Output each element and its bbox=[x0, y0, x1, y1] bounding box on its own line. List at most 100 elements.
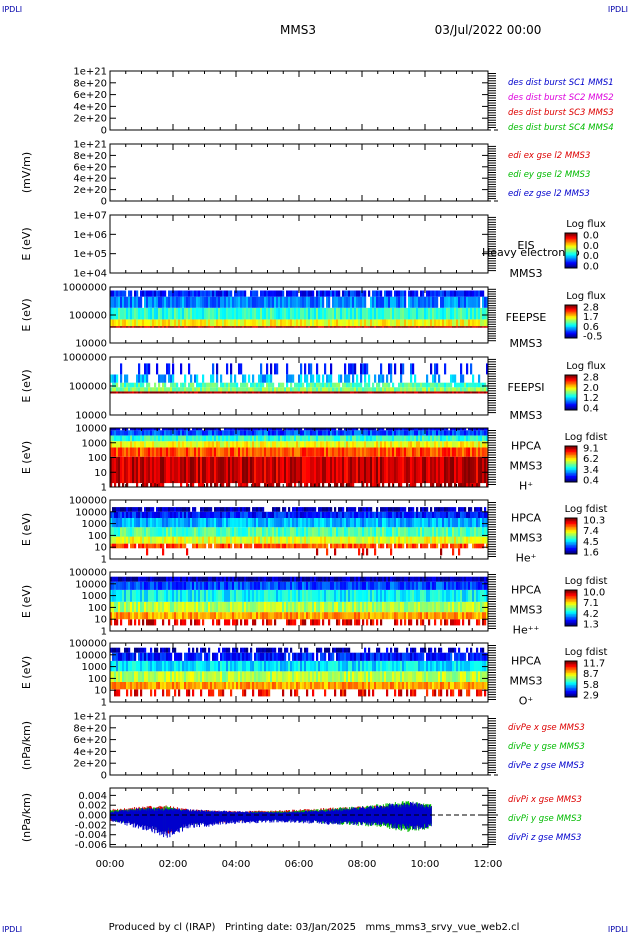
spectrogram-cell bbox=[252, 290, 255, 297]
spectrogram-cell bbox=[420, 319, 423, 327]
spectrogram-cell bbox=[340, 507, 343, 512]
spectrogram-cell bbox=[166, 428, 169, 431]
spectrogram-cell bbox=[384, 326, 387, 328]
spectrogram-cell bbox=[160, 374, 163, 383]
spectrogram-cell bbox=[196, 387, 199, 392]
spectrogram-cell bbox=[288, 428, 291, 431]
spectrogram-cell bbox=[344, 296, 347, 308]
spectrogram-cell bbox=[118, 307, 121, 320]
spectrogram-cell bbox=[352, 326, 355, 328]
spectrogram-cell bbox=[454, 374, 457, 383]
spectrogram-cell bbox=[168, 435, 171, 442]
spectrogram-cell bbox=[268, 456, 271, 484]
spectrogram-cell bbox=[200, 518, 203, 528]
spectrogram-cell bbox=[350, 382, 353, 388]
spectrogram-cell bbox=[366, 319, 369, 327]
spectrogram-cell bbox=[212, 428, 215, 431]
spectrogram-cell bbox=[280, 536, 283, 544]
instrument-label: FEEPSE bbox=[506, 311, 547, 324]
spectrogram-cell bbox=[214, 428, 217, 431]
spectrogram-cell bbox=[434, 290, 437, 297]
spectrogram-cell bbox=[158, 527, 161, 537]
spectrogram-cell bbox=[406, 435, 409, 442]
spectrogram-cell bbox=[364, 456, 367, 484]
spectrogram-cell bbox=[348, 290, 351, 297]
spectrogram-cell bbox=[240, 290, 243, 297]
spectrogram-cell bbox=[130, 619, 133, 626]
spectrogram-cell bbox=[302, 511, 305, 518]
spectrogram-cell bbox=[192, 430, 195, 436]
spectrogram-cell bbox=[234, 296, 237, 308]
colorbar-segment bbox=[565, 527, 577, 529]
legend-entry: des dist burst SC4 MMS4 bbox=[508, 123, 614, 133]
spectrogram-cell bbox=[372, 382, 375, 388]
spectrogram-cell bbox=[124, 511, 127, 518]
spectrogram-cell bbox=[356, 296, 359, 308]
spectrogram-cell bbox=[398, 447, 401, 457]
spectrogram-cell bbox=[190, 511, 193, 518]
spectrogram-cell bbox=[224, 296, 227, 308]
spectrogram-cell bbox=[326, 430, 329, 436]
spectrogram-cell bbox=[194, 536, 197, 544]
spectrogram-cell bbox=[474, 543, 477, 549]
spectrogram-cell bbox=[426, 456, 429, 484]
spectrogram-cell bbox=[434, 456, 437, 484]
spectrogram-cell bbox=[304, 428, 307, 431]
spectrogram-cell bbox=[190, 391, 193, 394]
spectrogram-cell bbox=[346, 435, 349, 442]
colorbar-segment bbox=[565, 464, 577, 466]
spectrogram-cell bbox=[136, 428, 139, 431]
spectrogram-cell bbox=[392, 527, 395, 537]
spectrogram-cell bbox=[368, 511, 371, 518]
spectrogram-cell bbox=[354, 507, 357, 512]
spectrogram-cell bbox=[342, 456, 345, 484]
spectrogram-cell bbox=[486, 456, 489, 484]
spectrogram-cell bbox=[478, 387, 481, 392]
colorbar-tick-label: 7.4 bbox=[583, 526, 599, 537]
spectrogram-cell bbox=[374, 456, 377, 484]
spectrogram-cell bbox=[238, 483, 241, 487]
spectrogram-cell bbox=[244, 527, 247, 537]
spectrogram-cell bbox=[120, 363, 123, 375]
spectrogram-cell bbox=[222, 319, 225, 327]
spectrogram-cell bbox=[144, 296, 147, 308]
spectrogram-cell bbox=[222, 441, 225, 448]
spectrogram-cell bbox=[344, 518, 347, 528]
spectrogram-cell bbox=[330, 435, 333, 442]
spectrogram-cell bbox=[438, 507, 441, 512]
spectrogram-cell bbox=[198, 391, 201, 394]
spectrogram-cell bbox=[288, 518, 291, 528]
spectrogram-cell bbox=[122, 518, 125, 528]
colorbar-segment bbox=[565, 332, 577, 335]
spectrogram-cell bbox=[118, 387, 121, 392]
spectrogram-cell bbox=[126, 296, 129, 308]
spectrogram-cell bbox=[228, 290, 231, 297]
spectrogram-cell bbox=[388, 518, 391, 528]
spectrogram-cell bbox=[304, 483, 307, 487]
spectrogram-cell bbox=[350, 543, 353, 549]
spectrogram-cell bbox=[348, 507, 351, 512]
spectrogram-cell bbox=[312, 511, 315, 518]
spectrogram-cell bbox=[456, 307, 459, 320]
spectrogram-cell bbox=[362, 548, 365, 556]
spectrogram-cell bbox=[342, 619, 345, 626]
spectrogram-cell bbox=[422, 435, 425, 442]
spectrogram-cell bbox=[160, 387, 163, 392]
spectrogram-cell bbox=[342, 483, 345, 487]
spectrogram-cell bbox=[114, 619, 117, 626]
spectrogram-cell bbox=[180, 619, 183, 626]
instrument-label: MMS3 bbox=[510, 409, 543, 422]
spectrogram-cell bbox=[486, 430, 489, 436]
spectrogram-cell bbox=[266, 435, 269, 442]
spectrogram-cell bbox=[208, 290, 211, 297]
spectrogram-cell bbox=[362, 447, 365, 457]
spectrogram-cell bbox=[240, 456, 243, 484]
spectrogram-cell bbox=[464, 447, 467, 457]
spectrogram-cell bbox=[156, 326, 159, 328]
spectrogram-cell bbox=[460, 290, 463, 297]
spectrogram-cell bbox=[174, 543, 177, 549]
spectrogram-cell bbox=[294, 456, 297, 484]
spectrogram-cell bbox=[256, 543, 259, 549]
spectrogram-cell bbox=[440, 319, 443, 327]
spectrogram-cell bbox=[290, 296, 293, 308]
